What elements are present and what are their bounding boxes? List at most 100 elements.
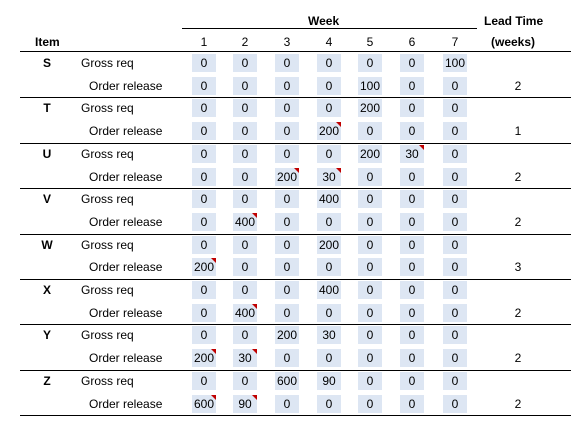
gross-req-cell-week-7[interactable]: 0 — [443, 144, 467, 163]
order-release-cell-week-2[interactable]: 0 — [233, 167, 257, 186]
order-release-cell-week-3[interactable]: 0 — [275, 394, 299, 413]
gross-req-cell-week-1[interactable]: 0 — [192, 54, 216, 72]
order-release-cell-week-5[interactable]: 0 — [358, 394, 382, 413]
order-release-cell-week-6[interactable]: 0 — [400, 303, 424, 322]
gross-req-cell-week-3[interactable]: 0 — [275, 54, 299, 72]
order-release-cell-week-1[interactable]: 0 — [192, 167, 216, 186]
gross-req-cell-week-1[interactable]: 0 — [192, 99, 216, 118]
gross-req-cell-week-1[interactable]: 0 — [192, 371, 216, 390]
gross-req-cell-week-1[interactable]: 0 — [192, 144, 216, 163]
order-release-cell-week-1[interactable]: 200 — [192, 258, 216, 277]
order-release-cell-week-5[interactable]: 0 — [358, 122, 382, 141]
order-release-cell-week-4[interactable]: 0 — [317, 76, 341, 95]
gross-req-cell-week-4[interactable]: 400 — [317, 281, 341, 299]
gross-req-cell-week-5[interactable]: 0 — [358, 190, 382, 209]
gross-req-cell-week-2[interactable]: 0 — [233, 326, 257, 345]
gross-req-cell-week-4[interactable]: 0 — [317, 99, 341, 118]
gross-req-cell-week-3[interactable]: 600 — [275, 371, 299, 390]
order-release-cell-week-4[interactable]: 30 — [317, 167, 341, 186]
order-release-cell-week-1[interactable]: 200 — [192, 349, 216, 368]
gross-req-cell-week-3[interactable]: 200 — [275, 326, 299, 345]
order-release-cell-week-7[interactable]: 0 — [443, 167, 467, 186]
order-release-cell-week-5[interactable]: 0 — [358, 303, 382, 322]
order-release-cell-week-5[interactable]: 0 — [358, 349, 382, 368]
gross-req-cell-week-6[interactable]: 0 — [400, 99, 424, 118]
order-release-cell-week-5[interactable]: 0 — [358, 212, 382, 231]
order-release-cell-week-2[interactable]: 0 — [233, 76, 257, 95]
order-release-cell-week-3[interactable]: 0 — [275, 258, 299, 277]
gross-req-cell-week-7[interactable]: 0 — [443, 235, 467, 254]
order-release-cell-week-2[interactable]: 0 — [233, 258, 257, 277]
order-release-cell-week-3[interactable]: 0 — [275, 303, 299, 322]
gross-req-cell-week-6[interactable]: 0 — [400, 54, 424, 72]
order-release-cell-week-2[interactable]: 400 — [233, 303, 257, 322]
gross-req-cell-week-3[interactable]: 0 — [275, 190, 299, 209]
gross-req-cell-week-7[interactable]: 0 — [443, 190, 467, 209]
gross-req-cell-week-7[interactable]: 0 — [443, 281, 467, 299]
order-release-cell-week-7[interactable]: 0 — [443, 394, 467, 413]
gross-req-cell-week-6[interactable]: 30 — [400, 144, 424, 163]
order-release-cell-week-6[interactable]: 0 — [400, 394, 424, 413]
gross-req-cell-week-4[interactable]: 0 — [317, 54, 341, 72]
order-release-cell-week-4[interactable]: 0 — [317, 349, 341, 368]
order-release-cell-week-4[interactable]: 0 — [317, 394, 341, 413]
order-release-cell-week-3[interactable]: 0 — [275, 76, 299, 95]
order-release-cell-week-3[interactable]: 0 — [275, 122, 299, 141]
gross-req-cell-week-6[interactable]: 0 — [400, 235, 424, 254]
order-release-cell-week-2[interactable]: 90 — [233, 394, 257, 413]
order-release-cell-week-7[interactable]: 0 — [443, 258, 467, 277]
order-release-cell-week-1[interactable]: 600 — [192, 394, 216, 413]
gross-req-cell-week-7[interactable]: 0 — [443, 326, 467, 345]
gross-req-cell-week-2[interactable]: 0 — [233, 54, 257, 72]
order-release-cell-week-1[interactable]: 0 — [192, 212, 216, 231]
order-release-cell-week-6[interactable]: 0 — [400, 167, 424, 186]
order-release-cell-week-4[interactable]: 0 — [317, 258, 341, 277]
gross-req-cell-week-5[interactable]: 0 — [358, 54, 382, 72]
gross-req-cell-week-2[interactable]: 0 — [233, 190, 257, 209]
order-release-cell-week-5[interactable]: 100 — [358, 76, 382, 95]
order-release-cell-week-1[interactable]: 0 — [192, 76, 216, 95]
gross-req-cell-week-5[interactable]: 200 — [358, 144, 382, 163]
gross-req-cell-week-5[interactable]: 0 — [358, 326, 382, 345]
gross-req-cell-week-7[interactable]: 100 — [443, 54, 467, 72]
order-release-cell-week-6[interactable]: 0 — [400, 258, 424, 277]
order-release-cell-week-7[interactable]: 0 — [443, 349, 467, 368]
gross-req-cell-week-2[interactable]: 0 — [233, 99, 257, 118]
gross-req-cell-week-6[interactable]: 0 — [400, 326, 424, 345]
order-release-cell-week-6[interactable]: 0 — [400, 349, 424, 368]
order-release-cell-week-6[interactable]: 0 — [400, 212, 424, 231]
gross-req-cell-week-5[interactable]: 200 — [358, 99, 382, 118]
gross-req-cell-week-7[interactable]: 0 — [443, 99, 467, 118]
gross-req-cell-week-5[interactable]: 0 — [358, 235, 382, 254]
gross-req-cell-week-3[interactable]: 0 — [275, 235, 299, 254]
gross-req-cell-week-4[interactable]: 30 — [317, 326, 341, 345]
gross-req-cell-week-3[interactable]: 0 — [275, 99, 299, 118]
order-release-cell-week-3[interactable]: 0 — [275, 212, 299, 231]
order-release-cell-week-1[interactable]: 0 — [192, 122, 216, 141]
order-release-cell-week-7[interactable]: 0 — [443, 303, 467, 322]
gross-req-cell-week-1[interactable]: 0 — [192, 326, 216, 345]
gross-req-cell-week-7[interactable]: 0 — [443, 371, 467, 390]
order-release-cell-week-2[interactable]: 0 — [233, 122, 257, 141]
gross-req-cell-week-1[interactable]: 0 — [192, 281, 216, 299]
gross-req-cell-week-3[interactable]: 0 — [275, 281, 299, 299]
gross-req-cell-week-2[interactable]: 0 — [233, 371, 257, 390]
gross-req-cell-week-6[interactable]: 0 — [400, 190, 424, 209]
order-release-cell-week-3[interactable]: 200 — [275, 167, 299, 186]
gross-req-cell-week-4[interactable]: 400 — [317, 190, 341, 209]
order-release-cell-week-6[interactable]: 0 — [400, 76, 424, 95]
order-release-cell-week-5[interactable]: 0 — [358, 167, 382, 186]
order-release-cell-week-3[interactable]: 0 — [275, 349, 299, 368]
gross-req-cell-week-2[interactable]: 0 — [233, 235, 257, 254]
order-release-cell-week-4[interactable]: 0 — [317, 303, 341, 322]
order-release-cell-week-4[interactable]: 0 — [317, 212, 341, 231]
gross-req-cell-week-6[interactable]: 0 — [400, 371, 424, 390]
order-release-cell-week-2[interactable]: 30 — [233, 349, 257, 368]
order-release-cell-week-2[interactable]: 400 — [233, 212, 257, 231]
gross-req-cell-week-4[interactable]: 90 — [317, 371, 341, 390]
order-release-cell-week-1[interactable]: 0 — [192, 303, 216, 322]
order-release-cell-week-6[interactable]: 0 — [400, 122, 424, 141]
gross-req-cell-week-6[interactable]: 0 — [400, 281, 424, 299]
order-release-cell-week-7[interactable]: 0 — [443, 76, 467, 95]
gross-req-cell-week-4[interactable]: 200 — [317, 235, 341, 254]
